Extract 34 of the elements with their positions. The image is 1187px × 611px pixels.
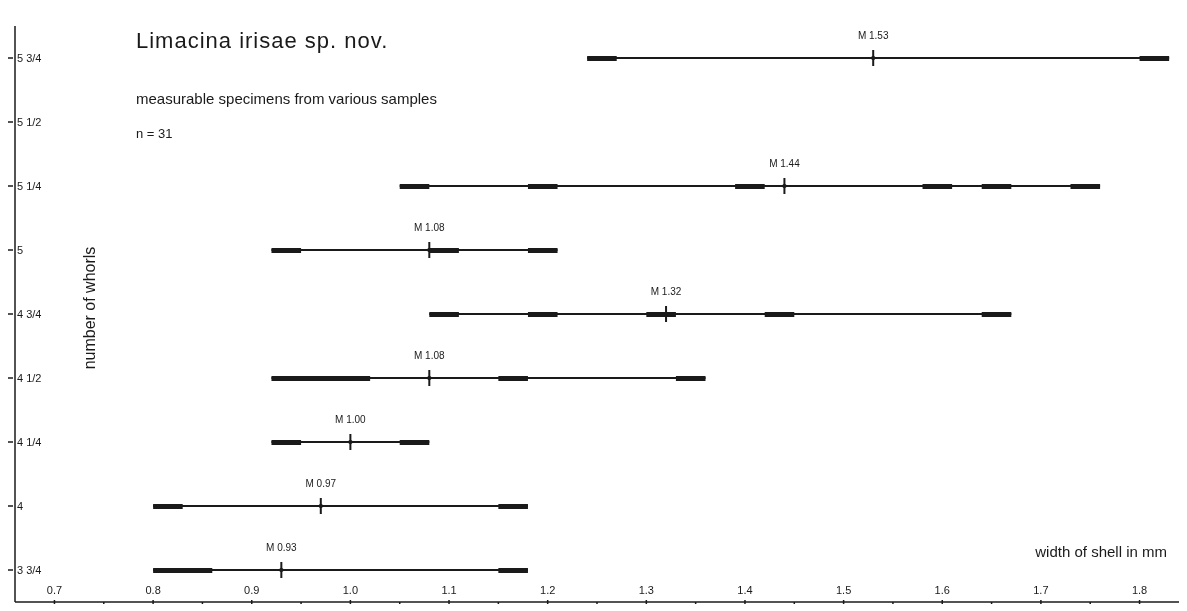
y-tick-label: 5 3/4 [17, 52, 42, 64]
x-tick-label: 1.6 [934, 584, 950, 596]
data-label: M 1.53 [857, 30, 889, 41]
data-label: M 1.08 [414, 350, 446, 361]
data-label: M 0.97 [305, 478, 337, 489]
text: measurable specimens from various samples [136, 90, 437, 107]
x-tick-label: 1.7 [1033, 584, 1049, 596]
x-tick-label: 0.9 [244, 584, 260, 596]
x-tick-label: 1.0 [342, 584, 359, 596]
data-label: M 1.00 [335, 414, 367, 425]
y-axis-title: number of whorls [81, 246, 99, 370]
y-tick-label: 5 1/2 [17, 116, 42, 128]
x-axis-title: width of shell in mm [1035, 543, 1167, 560]
x-tick-label: 1.8 [1131, 584, 1148, 596]
y-tick-label: 4 1/2 [17, 372, 42, 384]
y-tick-label: 5 1/4 [17, 180, 42, 192]
y-tick-label: 5 [17, 244, 24, 256]
x-tick-label: 1.3 [638, 584, 654, 596]
annotation: n = 31 [136, 126, 173, 141]
data-label: M 0.93 [266, 542, 298, 553]
y-tick-label: 4 3/4 [17, 308, 42, 320]
x-tick-label: 1.4 [737, 584, 753, 596]
x-tick-label: 0.8 [145, 584, 161, 596]
y-tick-label: 3 3/4 [17, 564, 42, 576]
x-tick-label: 1.2 [540, 584, 556, 596]
data-label: M 1.44 [769, 158, 801, 169]
data-label: M 1.08 [414, 222, 446, 233]
data-label: M 1.32 [650, 286, 682, 297]
y-tick-label: 4 [17, 500, 24, 512]
x-tick-label: 1.1 [441, 584, 457, 596]
chart-title: Limacina irisae sp. nov. [136, 28, 389, 54]
x-tick-label: 1.5 [835, 584, 852, 596]
y-tick-label: 4 1/4 [17, 436, 42, 448]
x-tick-label: 0.7 [46, 584, 63, 596]
